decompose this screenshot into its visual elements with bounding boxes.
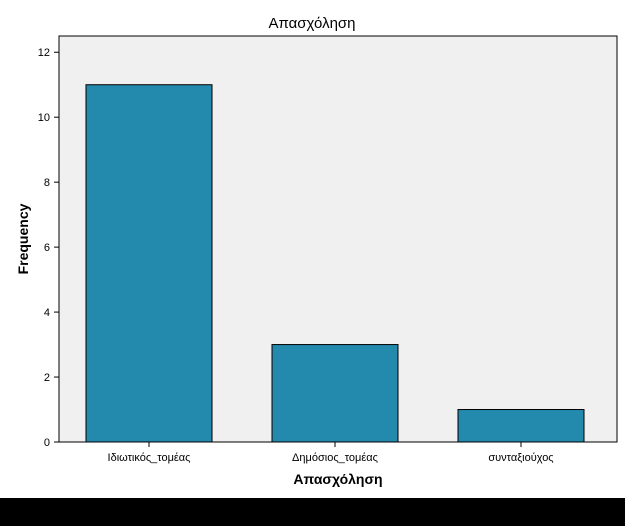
bar-0 (85, 84, 213, 443)
x-tick-label: Ιδιωτικός_τομέας (108, 452, 191, 464)
x-axis-label: Απασχόληση (293, 471, 382, 487)
y-tick-label: 8 (44, 177, 50, 189)
bar-chart: Απασχόληση 0 2 4 6 8 10 12 Ιδιωτικός_τομέας Δημ… (15, 15, 618, 487)
x-tick-label: συνταξιούχος (488, 452, 553, 464)
bar-1 (271, 344, 399, 443)
y-tick-label: 2 (44, 372, 50, 384)
bar-2 (457, 409, 585, 443)
bottom-black-band (0, 498, 625, 526)
y-axis: 0 2 4 6 8 10 12 (38, 47, 59, 449)
y-tick-label: 4 (44, 307, 50, 319)
y-tick-label: 6 (44, 242, 50, 254)
x-tick-label: Δημόσιος_τομέας (292, 452, 378, 464)
y-tick-label: 10 (38, 112, 50, 124)
chart-title: Απασχόληση (268, 15, 355, 32)
y-axis-label: Frequency (15, 203, 31, 274)
x-axis: Ιδιωτικός_τομέας Δημόσιος_τομέας συνταξιού… (108, 442, 554, 464)
y-tick-label: 12 (38, 47, 50, 59)
bars-group (85, 84, 585, 443)
y-tick-label: 0 (44, 437, 50, 449)
